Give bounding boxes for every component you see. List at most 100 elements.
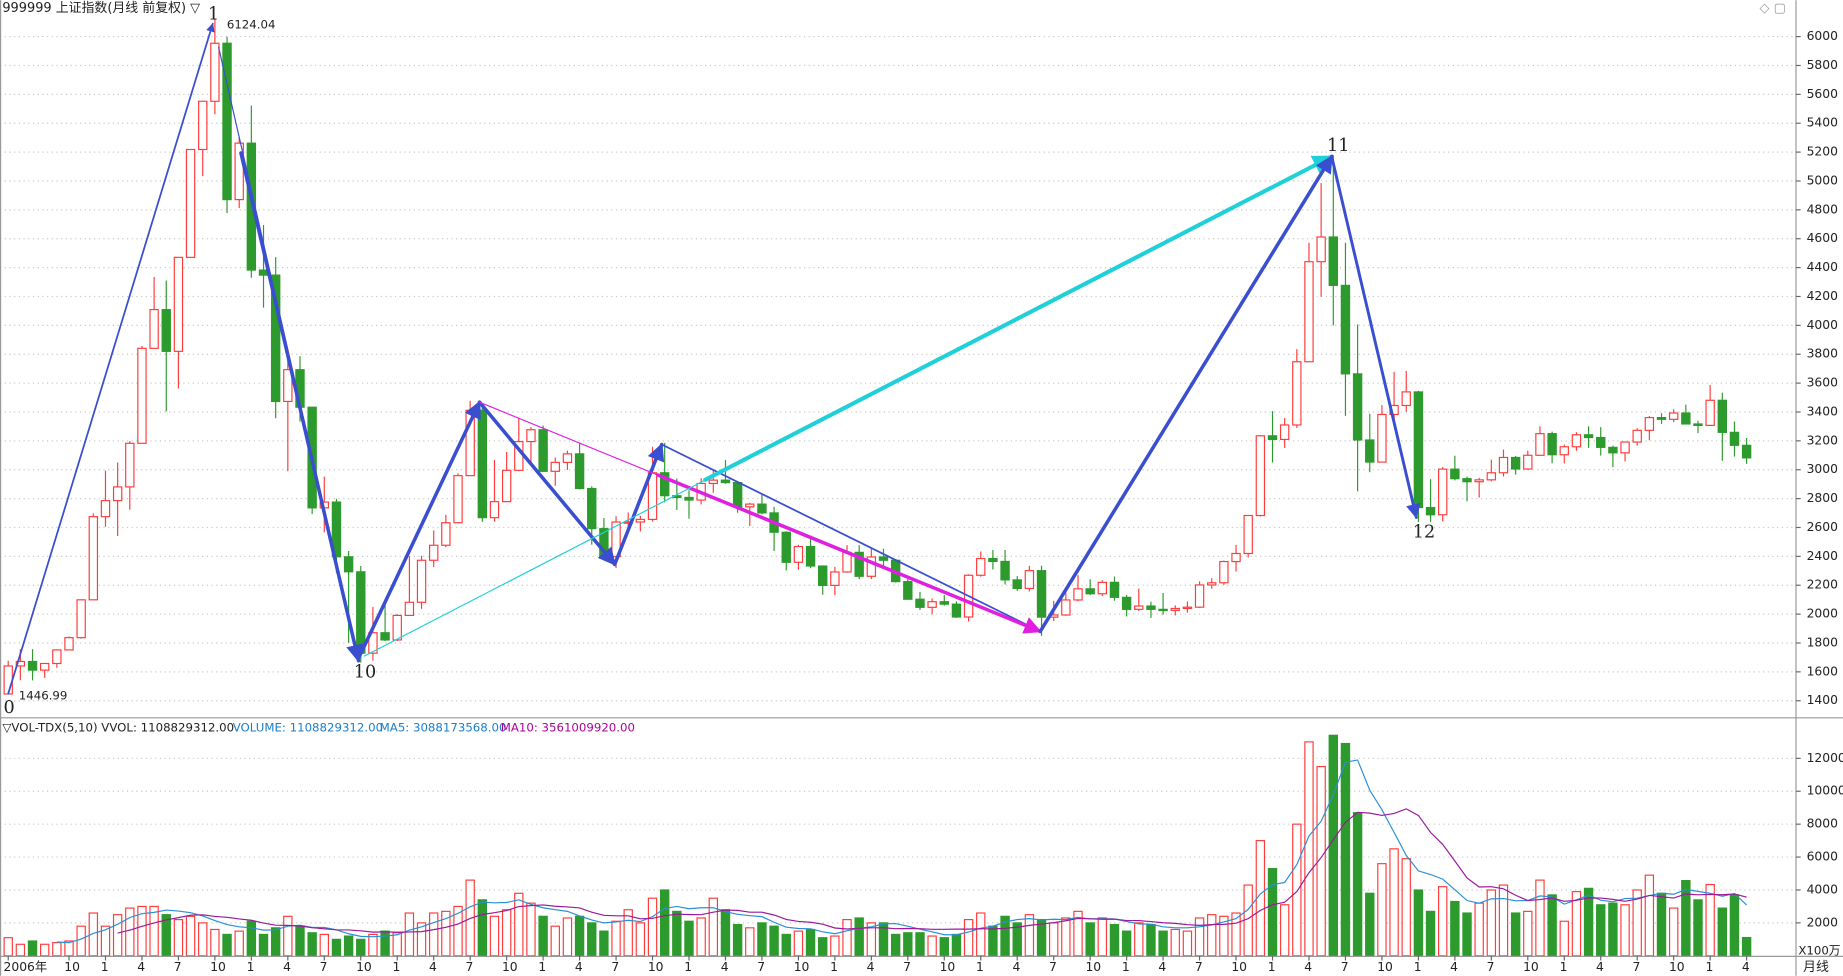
x-tick-label: 7 bbox=[465, 960, 473, 974]
volume-bar bbox=[1450, 900, 1460, 957]
y-tick-label: 2000 bbox=[1807, 915, 1839, 929]
candle-body bbox=[1024, 570, 1035, 590]
y-tick-label: 1600 bbox=[1807, 664, 1839, 678]
candle-body bbox=[1474, 479, 1484, 483]
volume-bar bbox=[1365, 892, 1375, 957]
candle-body bbox=[1243, 514, 1253, 555]
candle-body bbox=[1061, 599, 1071, 616]
candle-body bbox=[1717, 399, 1728, 433]
indicator-readout: ▽VOL-TDX(5,10) VVOL: 1108829312.00 bbox=[2, 720, 234, 734]
candle-body bbox=[1000, 560, 1010, 581]
volume-bar bbox=[1158, 930, 1168, 957]
wave-label: 11 bbox=[1327, 136, 1349, 156]
candle-body bbox=[3, 665, 13, 695]
candle-body bbox=[137, 347, 147, 444]
x-tick-label: 10 bbox=[1377, 960, 1393, 974]
candle-body bbox=[1547, 433, 1557, 456]
volume-bar bbox=[1146, 923, 1156, 957]
candle-body bbox=[878, 556, 889, 561]
wave-line bbox=[1330, 155, 1421, 519]
volume-bar bbox=[392, 932, 402, 957]
volume-bar bbox=[720, 909, 731, 957]
y-tick-label: 3400 bbox=[1807, 404, 1839, 418]
candle-body bbox=[185, 148, 196, 258]
candle-body bbox=[1279, 424, 1290, 441]
volume-bar bbox=[574, 915, 585, 957]
candle-body bbox=[1097, 581, 1108, 595]
volume-bar bbox=[185, 915, 196, 957]
candle-body bbox=[380, 632, 390, 641]
volume-bar bbox=[1328, 734, 1338, 957]
volume-bar bbox=[647, 897, 658, 957]
y-tick-label: 3200 bbox=[1807, 433, 1839, 447]
y-tick-label: 4600 bbox=[1807, 231, 1839, 245]
volume-bar bbox=[939, 937, 949, 957]
candle-body bbox=[489, 501, 500, 519]
volume-bar bbox=[1644, 874, 1655, 957]
candle-body bbox=[453, 475, 463, 524]
candle-body bbox=[1109, 581, 1120, 598]
y-tick-label: 3000 bbox=[1807, 462, 1839, 476]
volume-bar bbox=[890, 933, 901, 957]
x-tick-label: 4 bbox=[1596, 960, 1604, 974]
volume-bar bbox=[39, 943, 50, 957]
candle-body bbox=[15, 660, 26, 667]
candle-body bbox=[1656, 417, 1667, 420]
volume-bar bbox=[1182, 930, 1193, 957]
volume-bar bbox=[1231, 912, 1241, 957]
x-tick-label: 1 bbox=[830, 960, 838, 974]
candle-body bbox=[1146, 605, 1156, 610]
candle-body bbox=[1729, 431, 1740, 446]
candle-body bbox=[915, 598, 925, 608]
volume-bar bbox=[878, 922, 889, 957]
x-tick-label: 1 bbox=[1705, 960, 1713, 974]
x-tick-label: 4 bbox=[429, 960, 437, 974]
volume-bar bbox=[587, 922, 597, 957]
volume-bar bbox=[161, 914, 171, 957]
volume-bar bbox=[1705, 883, 1715, 957]
volume-bar bbox=[903, 932, 913, 957]
volume-bar bbox=[1596, 904, 1606, 957]
volume-bar bbox=[477, 899, 488, 957]
y-tick-label: 1800 bbox=[1807, 635, 1839, 649]
chart-title: 999999 上证指数(月线 前复权) ▽ bbox=[2, 0, 200, 16]
x-tick-label: 4 bbox=[575, 960, 583, 974]
volume-bar bbox=[1194, 917, 1205, 957]
volume-bar bbox=[1413, 889, 1424, 957]
x-tick-label: 10 bbox=[794, 960, 810, 974]
candle-body bbox=[757, 503, 767, 514]
volume-bar bbox=[356, 938, 366, 957]
volume-bar bbox=[1498, 884, 1509, 957]
y-tick-label: 5200 bbox=[1807, 145, 1839, 159]
volume-bar bbox=[173, 919, 184, 957]
volume-bar bbox=[1462, 912, 1472, 957]
candle-body bbox=[1571, 434, 1582, 448]
candle-body bbox=[343, 556, 354, 573]
candle-body bbox=[988, 557, 998, 563]
y-tick-label: 4200 bbox=[1807, 289, 1839, 303]
volume-bar bbox=[295, 925, 305, 957]
x-tick-label: 10 bbox=[1231, 960, 1247, 974]
volume-bar bbox=[368, 933, 378, 957]
low-price-label: 1446.99 bbox=[19, 689, 68, 703]
x-tick-label: 7 bbox=[1195, 960, 1203, 974]
candle-body bbox=[1182, 606, 1193, 610]
candle-body bbox=[1401, 391, 1411, 407]
candle-body bbox=[173, 256, 184, 352]
x-tick-label: 7 bbox=[611, 960, 619, 974]
candle-body bbox=[1352, 373, 1363, 441]
volume-bar bbox=[1729, 894, 1740, 957]
candle-body bbox=[732, 481, 743, 508]
x-tick-label: 4 bbox=[1450, 960, 1458, 974]
volume-bar bbox=[1438, 886, 1448, 957]
candle-body bbox=[1073, 588, 1083, 601]
candle-body bbox=[1231, 552, 1241, 563]
volume-bar bbox=[866, 922, 877, 957]
candle-body bbox=[416, 559, 427, 603]
candle-body bbox=[149, 309, 159, 349]
window-icons[interactable]: ◇ ▢ bbox=[1760, 1, 1786, 16]
grid-layer bbox=[0, 36, 1795, 924]
candle-body bbox=[1438, 468, 1448, 516]
volume-bar bbox=[1547, 894, 1557, 957]
